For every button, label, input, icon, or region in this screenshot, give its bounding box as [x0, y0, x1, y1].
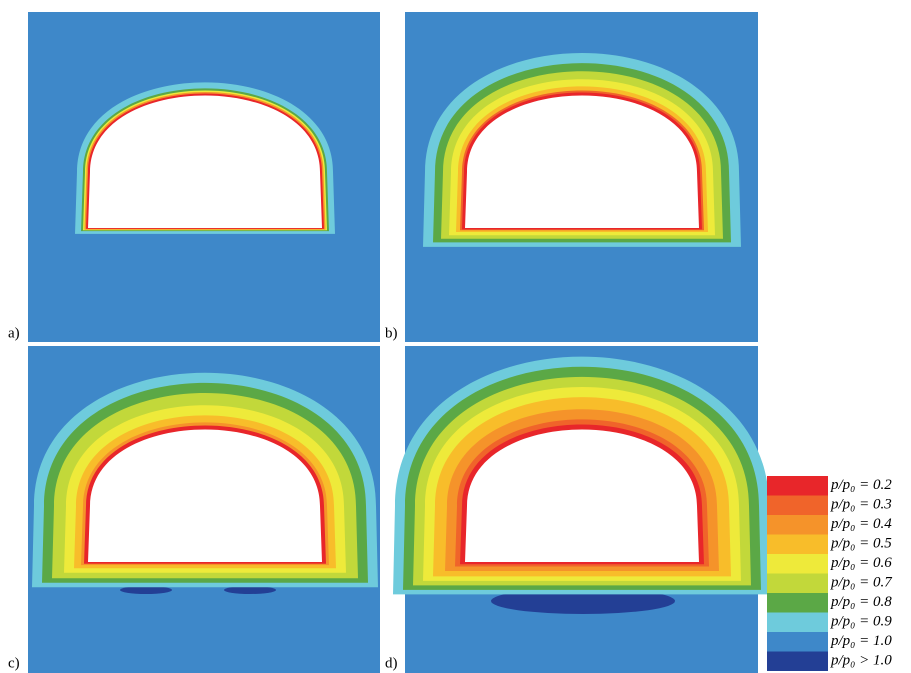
- legend-label: p/p₀ > 1.0: [830, 653, 892, 669]
- legend-label: p/p₀ = 0.9: [830, 614, 892, 630]
- legend-swatch: [767, 593, 828, 613]
- legend-swatch: [767, 495, 828, 515]
- high-pressure-zone: [120, 586, 172, 594]
- legend-swatch: [767, 515, 828, 535]
- legend-swatch: [767, 651, 828, 671]
- legend-swatch: [767, 573, 828, 593]
- legend-label: p/p₀ = 0.5: [830, 536, 892, 552]
- legend-swatch: [767, 534, 828, 554]
- legend-swatch: [767, 554, 828, 574]
- tunnel-opening: [88, 95, 322, 228]
- legend-swatch: [767, 476, 828, 496]
- legend-label: p/p₀ = 0.8: [830, 594, 892, 610]
- legend-swatch: [767, 612, 828, 632]
- panel-label: d): [385, 655, 398, 671]
- legend: p/p₀ = 0.2 p/p₀ = 0.3 p/p₀ = 0.4 p/p₀ = 0.5…: [767, 476, 893, 671]
- panel: [393, 346, 771, 673]
- high-pressure-zone: [491, 588, 675, 614]
- panel-label: c): [8, 655, 20, 671]
- legend-swatch: [767, 632, 828, 652]
- tunnel-opening: [465, 95, 699, 228]
- tunnel-opening: [465, 429, 699, 562]
- panel-label: b): [385, 325, 398, 341]
- legend-label: p/p₀ = 0.2: [830, 477, 892, 493]
- panel: [28, 12, 380, 342]
- legend-label: p/p₀ = 0.4: [830, 516, 892, 532]
- panel: [405, 12, 758, 342]
- tunnel-opening: [88, 429, 322, 562]
- panel: [28, 346, 380, 673]
- legend-label: p/p₀ = 0.3: [830, 497, 892, 513]
- legend-label: p/p₀ = 0.6: [830, 555, 892, 571]
- legend-label: p/p₀ = 1.0: [830, 633, 892, 649]
- legend-label: p/p₀ = 0.7: [830, 575, 893, 591]
- high-pressure-zone: [224, 586, 276, 594]
- panel-label: a): [8, 325, 20, 341]
